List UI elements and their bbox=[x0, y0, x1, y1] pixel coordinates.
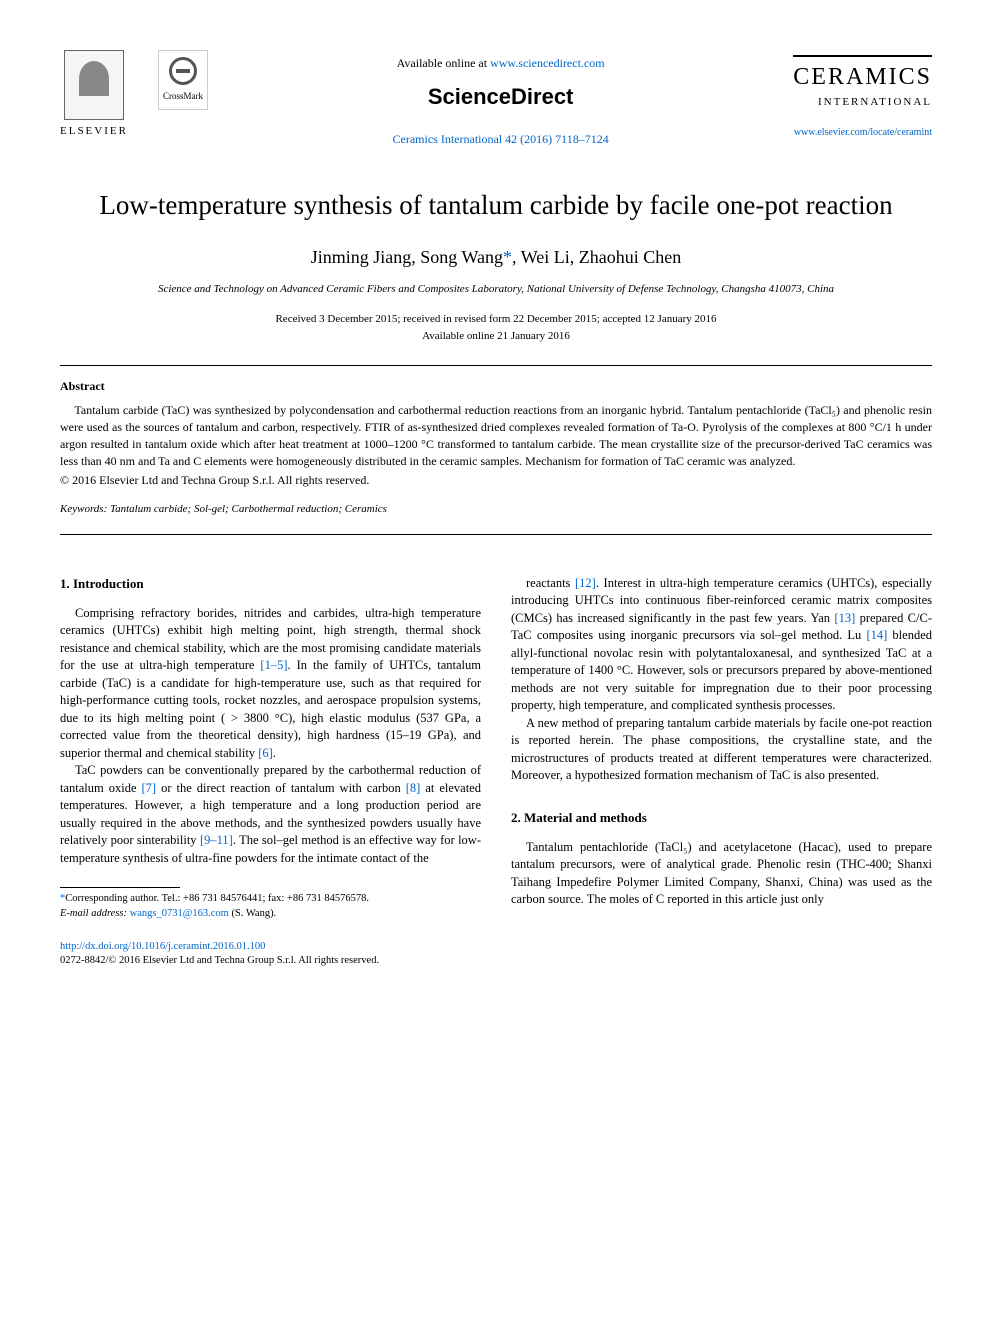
right-column: reactants [12]. Interest in ultra-high t… bbox=[511, 575, 932, 922]
authors-part2: , Wei Li, Zhaohui Chen bbox=[512, 247, 681, 267]
divider-top bbox=[60, 365, 932, 366]
elsevier-label: ELSEVIER bbox=[60, 124, 128, 139]
left-column: 1. Introduction Comprising refractory bo… bbox=[60, 575, 481, 922]
online-date: Available online 21 January 2016 bbox=[60, 329, 932, 344]
two-column-body: 1. Introduction Comprising refractory bo… bbox=[60, 575, 932, 922]
authors-part1: Jinming Jiang, Song Wang bbox=[311, 247, 503, 267]
email-label: E-mail address: bbox=[60, 908, 127, 919]
title-block: Low-temperature synthesis of tantalum ca… bbox=[60, 187, 932, 344]
keywords-label: Keywords: bbox=[60, 503, 107, 515]
divider-bottom bbox=[60, 534, 932, 535]
available-online-line: Available online at www.sciencedirect.co… bbox=[208, 55, 793, 72]
crossmark-label: CrossMark bbox=[163, 90, 203, 103]
email-footnote: E-mail address: wangs_0731@163.com (S. W… bbox=[60, 907, 481, 922]
center-header: Available online at www.sciencedirect.co… bbox=[208, 50, 793, 147]
elsevier-logo[interactable]: ELSEVIER bbox=[60, 50, 128, 139]
crossmark-badge[interactable]: CrossMark bbox=[158, 50, 208, 110]
text-span: reactants bbox=[526, 576, 575, 590]
journal-citation[interactable]: Ceramics International 42 (2016) 7118–71… bbox=[208, 131, 793, 148]
doi-link[interactable]: http://dx.doi.org/10.1016/j.ceramint.201… bbox=[60, 940, 932, 955]
doi-block: http://dx.doi.org/10.1016/j.ceramint.201… bbox=[60, 940, 932, 969]
text-span: or the direct reaction of tantalum with … bbox=[156, 781, 406, 795]
right-header: CERAMICS INTERNATIONAL www.elsevier.com/… bbox=[793, 50, 932, 140]
left-logos: ELSEVIER CrossMark bbox=[60, 50, 208, 139]
issn-copyright: 0272-8842/© 2016 Elsevier Ltd and Techna… bbox=[60, 954, 932, 969]
col2-paragraph-1: reactants [12]. Interest in ultra-high t… bbox=[511, 575, 932, 715]
email-link[interactable]: wangs_0731@163.com bbox=[130, 908, 229, 919]
keywords-value: Tantalum carbide; Sol-gel; Carbothermal … bbox=[107, 503, 387, 515]
corresponding-footnote: *Corresponding author. Tel.: +86 731 845… bbox=[60, 892, 481, 907]
section-2-heading: 2. Material and methods bbox=[511, 809, 932, 827]
text-span: . In the family of UHTCs, tantalum carbi… bbox=[60, 658, 481, 760]
keywords-line: Keywords: Tantalum carbide; Sol-gel; Car… bbox=[60, 502, 932, 517]
intro-paragraph-2: TaC powders can be conventionally prepar… bbox=[60, 762, 481, 867]
ref-link-1-5[interactable]: [1–5] bbox=[260, 658, 287, 672]
corresponding-info: Corresponding author. Tel.: +86 731 8457… bbox=[65, 893, 369, 904]
ref-link-14[interactable]: [14] bbox=[866, 628, 887, 642]
section-1-heading: 1. Introduction bbox=[60, 575, 481, 593]
abstract-body: Tantalum carbide (TaC) was synthesized b… bbox=[60, 402, 932, 469]
available-text: Available online at bbox=[397, 56, 490, 70]
ref-link-12[interactable]: [12] bbox=[575, 576, 596, 590]
journal-name: CERAMICS bbox=[793, 55, 932, 95]
ref-link-7[interactable]: [7] bbox=[142, 781, 157, 795]
journal-homepage-link[interactable]: www.elsevier.com/locate/ceramint bbox=[793, 126, 932, 140]
journal-subtitle: INTERNATIONAL bbox=[793, 95, 932, 110]
header-row: ELSEVIER CrossMark Available online at w… bbox=[60, 50, 932, 147]
col2-paragraph-2: A new method of preparing tantalum carbi… bbox=[511, 715, 932, 785]
crossmark-icon bbox=[169, 57, 197, 85]
intro-paragraph-1: Comprising refractory borides, nitrides … bbox=[60, 605, 481, 763]
corresponding-asterisk[interactable]: * bbox=[503, 247, 512, 267]
text-span: . bbox=[273, 746, 276, 760]
email-author-name: (S. Wang). bbox=[229, 908, 276, 919]
abstract-heading: Abstract bbox=[60, 378, 932, 395]
paper-title: Low-temperature synthesis of tantalum ca… bbox=[60, 187, 932, 225]
sciencedirect-url[interactable]: www.sciencedirect.com bbox=[490, 56, 605, 70]
ref-link-9-11[interactable]: [9–11] bbox=[200, 833, 233, 847]
methods-paragraph-1: Tantalum pentachloride (TaCl₅) and acety… bbox=[511, 839, 932, 909]
elsevier-tree-icon bbox=[64, 50, 124, 120]
abstract-copyright: © 2016 Elsevier Ltd and Techna Group S.r… bbox=[60, 472, 932, 489]
ref-link-6[interactable]: [6] bbox=[258, 746, 273, 760]
ref-link-8[interactable]: [8] bbox=[406, 781, 421, 795]
footnote-divider bbox=[60, 887, 180, 888]
authors-line: Jinming Jiang, Song Wang*, Wei Li, Zhaoh… bbox=[60, 245, 932, 270]
sciencedirect-logo[interactable]: ScienceDirect bbox=[208, 82, 793, 113]
affiliation: Science and Technology on Advanced Ceram… bbox=[60, 282, 932, 297]
ref-link-13[interactable]: [13] bbox=[834, 611, 855, 625]
received-dates: Received 3 December 2015; received in re… bbox=[60, 312, 932, 327]
